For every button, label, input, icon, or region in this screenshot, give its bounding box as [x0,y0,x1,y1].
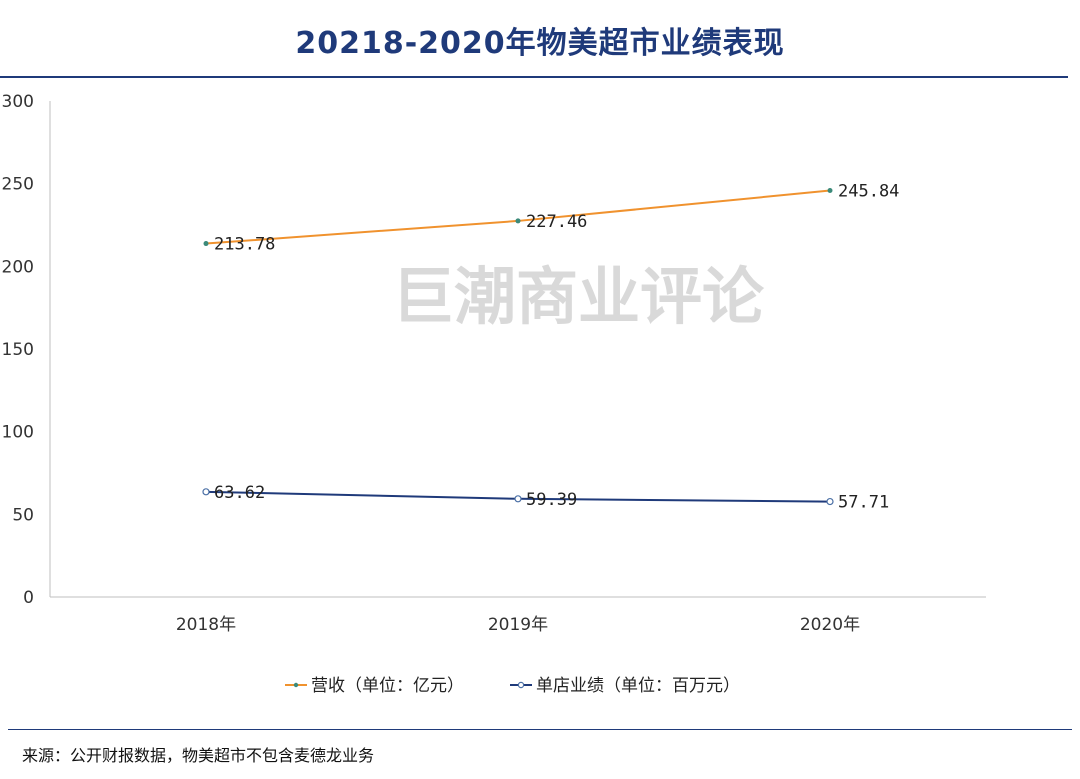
y-tick-label: 300 [2,92,34,112]
data-label: 57.71 [838,493,889,513]
series-layer: 213.78 227.46 245.84 63.62 59.39 57.71 [202,182,899,513]
y-tick-label: 100 [2,423,34,443]
data-point [826,497,834,506]
chart-axes: 0 50 100 150 200 250 300 2018年 2019年 2020年 [2,92,986,635]
page-title: 20218-2020年物美超市业绩表现 [295,26,785,61]
legend-marker [293,682,299,688]
y-tick-label: 150 [2,340,34,360]
x-tick-label: 2020年 [800,615,860,635]
legend-label: 单店业绩（单位：百万元） [536,676,740,696]
data-point [202,488,210,496]
y-tick-label: 0 [23,588,34,608]
data-label: 245.84 [838,182,899,202]
data-label: 59.39 [526,490,577,510]
data-point [203,241,209,247]
data-point [514,495,522,503]
data-label: 227.46 [526,212,587,232]
series-line [205,189,831,245]
x-tick-label: 2018年 [176,615,236,635]
legend: 营收（单位：亿元） 单店业绩（单位：百万元） [285,676,740,696]
y-tick-label: 200 [2,257,34,277]
data-point [827,188,833,194]
y-tick-label: 50 [12,505,34,525]
title-divider [0,76,1068,78]
data-point [515,218,521,224]
data-label: 213.78 [214,235,275,255]
source-note: 来源：公开财报数据，物美超市不包含麦德龙业务 [22,746,375,765]
y-tick-label: 250 [2,175,34,195]
data-label: 63.62 [214,483,265,503]
footer-divider [8,729,1072,730]
legend-label: 营收（单位：亿元） [311,676,464,696]
watermark: 巨潮商业评论 [392,260,765,333]
x-tick-label: 2019年 [488,615,548,635]
legend-marker [517,681,525,689]
